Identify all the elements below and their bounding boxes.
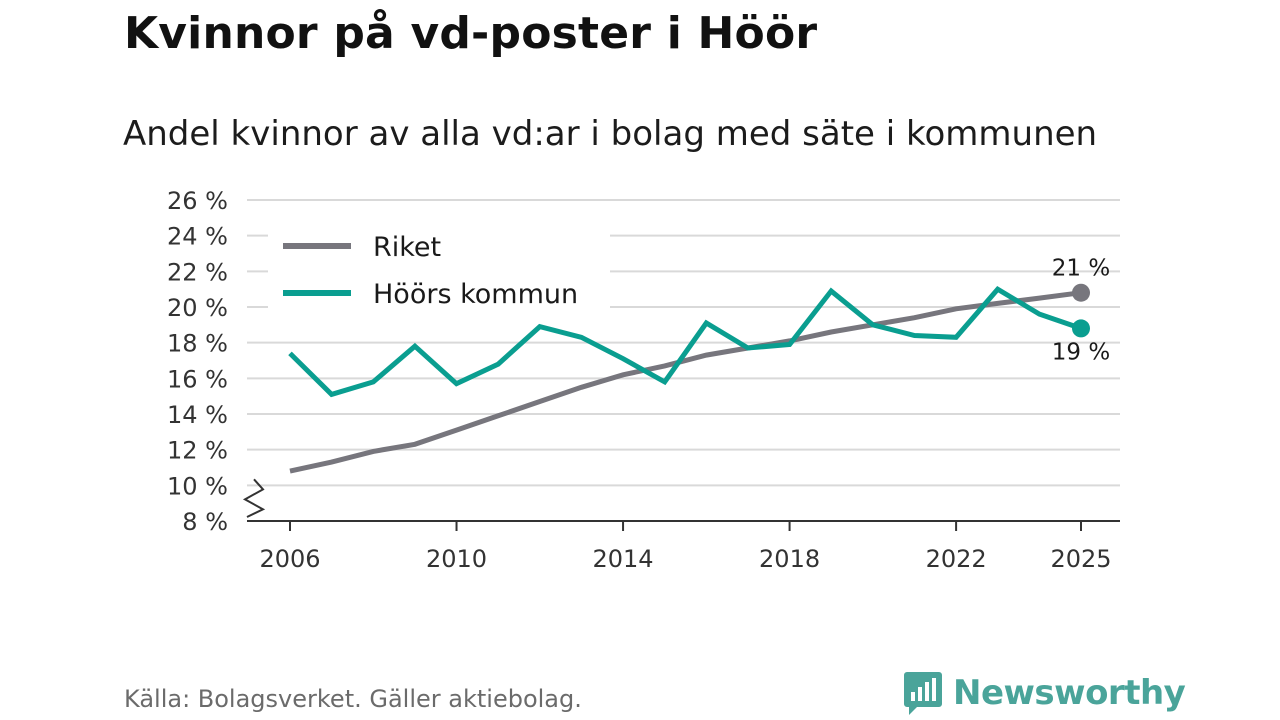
y-tick-label: 14 % (167, 401, 228, 429)
legend: Riket Höörs kommun (268, 226, 610, 322)
y-tick-label: 8 % (182, 508, 228, 536)
x-tick-label: 2014 (593, 545, 654, 573)
series-lines (288, 283, 1090, 474)
legend-label-riket: Riket (373, 232, 441, 263)
y-tick-label: 12 % (167, 437, 228, 465)
chart-subtitle: Andel kvinnor av alla vd:ar i bolag med … (123, 114, 1098, 154)
y-tick-label: 26 % (167, 187, 228, 215)
newsworthy-logo: Newsworthy (903, 670, 1186, 716)
labels: 21 % 19 % (1052, 256, 1110, 366)
y-tick-label: 20 % (167, 294, 228, 322)
line-series-riket-end-dot (1072, 283, 1090, 302)
y-tick-label: 22 % (167, 258, 228, 286)
x-tick-label: 2022 (926, 545, 987, 573)
axis-break-icon (242, 478, 266, 518)
chart-title: Kvinnor på vd-poster i Höör (124, 8, 818, 59)
y-tick-label: 10 % (167, 472, 228, 500)
x-tick-label: 2006 (259, 545, 320, 573)
newsworthy-logo-icon (904, 672, 942, 715)
axes: 8 % 10 % 12 % 14 % 16 % 18 % 20 % 22 % 24 % 26 % 2… (167, 187, 1120, 573)
y-tick-label: 16 % (167, 365, 228, 393)
legend-background (268, 226, 610, 322)
y-tick-label: 24 % (167, 223, 228, 251)
y-tick-label: 18 % (167, 330, 228, 358)
x-tick-label: 2018 (759, 545, 820, 573)
line-chart: 8 % 10 % 12 % 14 % 16 % 18 % 20 % 22 % 24 % 26 % 2… (167, 187, 1120, 573)
source-note: Källa: Bolagsverket. Gäller aktiebolag. (124, 685, 582, 713)
line-series-riket (289, 290, 1082, 474)
end-label-hoor: 19 % (1052, 339, 1110, 365)
x-tick-label: 2010 (426, 545, 487, 573)
legend-label-hoor: Höörs kommun (373, 279, 578, 310)
line-series-hoor (288, 285, 1082, 398)
newsworthy-brand-text: Newsworthy (953, 673, 1186, 713)
x-tick-label: 2025 (1050, 545, 1111, 573)
line-series-hoor-end-dot (1072, 319, 1090, 338)
end-label-riket: 21 % (1052, 256, 1110, 282)
